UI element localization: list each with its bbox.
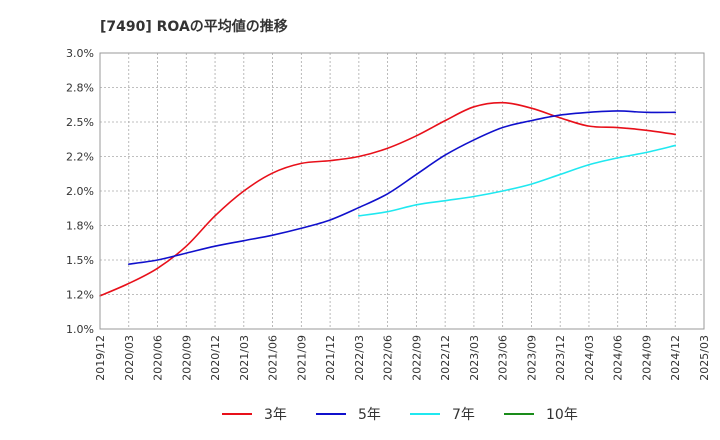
y-tick-label: 1.5% bbox=[66, 254, 94, 267]
y-tick-label: 2.8% bbox=[66, 82, 94, 95]
x-tick-label: 2021/06 bbox=[267, 335, 280, 381]
y-tick-label: 2.0% bbox=[66, 185, 94, 198]
plot-frame bbox=[99, 52, 705, 330]
y-tick-label: 1.2% bbox=[66, 289, 94, 302]
series-line-1 bbox=[127, 110, 677, 265]
x-tick-label: 2023/09 bbox=[525, 335, 538, 381]
legend-label-2: 7年 bbox=[452, 407, 475, 423]
x-tick-label: 2024/12 bbox=[669, 335, 682, 381]
x-tick-label: 2021/09 bbox=[295, 335, 308, 381]
x-tick-label: 2022/03 bbox=[353, 335, 366, 381]
x-tick-label: 2021/03 bbox=[238, 335, 251, 381]
x-tick-label: 2023/12 bbox=[554, 335, 567, 381]
legend-label-3: 10年 bbox=[546, 407, 578, 423]
series-line-0 bbox=[99, 101, 677, 297]
chart-series bbox=[99, 101, 677, 297]
y-tick-label: 1.8% bbox=[66, 220, 94, 233]
y-tick-label: 2.2% bbox=[66, 151, 94, 164]
series-line-2 bbox=[358, 144, 677, 217]
y-tick-label: 3.0% bbox=[66, 47, 94, 60]
legend-label-1: 5年 bbox=[358, 407, 381, 423]
x-axis-ticks: 2019/12 2020/03 2020/06 2020/09 2020/12 2021/… bbox=[94, 335, 711, 381]
y-tick-label: 1.0% bbox=[66, 323, 94, 336]
legend-label-0: 3年 bbox=[264, 407, 287, 423]
y-axis-ticks: 1.0% 1.2% 1.5% 1.8% 2.0% 2.2% 2.5% 2.8% 3.0% bbox=[66, 47, 94, 336]
x-tick-label: 2024/03 bbox=[583, 335, 596, 381]
x-tick-label: 2024/09 bbox=[640, 335, 653, 381]
chart-legend: 3年 5年 7年 10年 bbox=[222, 407, 578, 423]
x-tick-label: 2020/09 bbox=[180, 335, 193, 381]
chart-title: [7490] ROAの平均値の推移 bbox=[100, 18, 288, 35]
x-tick-label: 2019/12 bbox=[94, 335, 107, 381]
x-tick-label: 2020/12 bbox=[209, 335, 222, 381]
x-tick-label: 2022/12 bbox=[439, 335, 452, 381]
x-tick-label: 2020/06 bbox=[152, 335, 165, 381]
x-tick-label: 2022/06 bbox=[382, 335, 395, 381]
y-tick-label: 2.5% bbox=[66, 116, 94, 129]
x-tick-label: 2025/03 bbox=[698, 335, 711, 381]
x-tick-label: 2020/03 bbox=[123, 335, 136, 381]
x-tick-label: 2021/12 bbox=[324, 335, 337, 381]
x-tick-label: 2022/09 bbox=[410, 335, 423, 381]
x-tick-label: 2024/06 bbox=[612, 335, 625, 381]
x-tick-label: 2023/03 bbox=[468, 335, 481, 381]
chart-grid bbox=[99, 52, 705, 330]
x-tick-label: 2023/06 bbox=[497, 335, 510, 381]
